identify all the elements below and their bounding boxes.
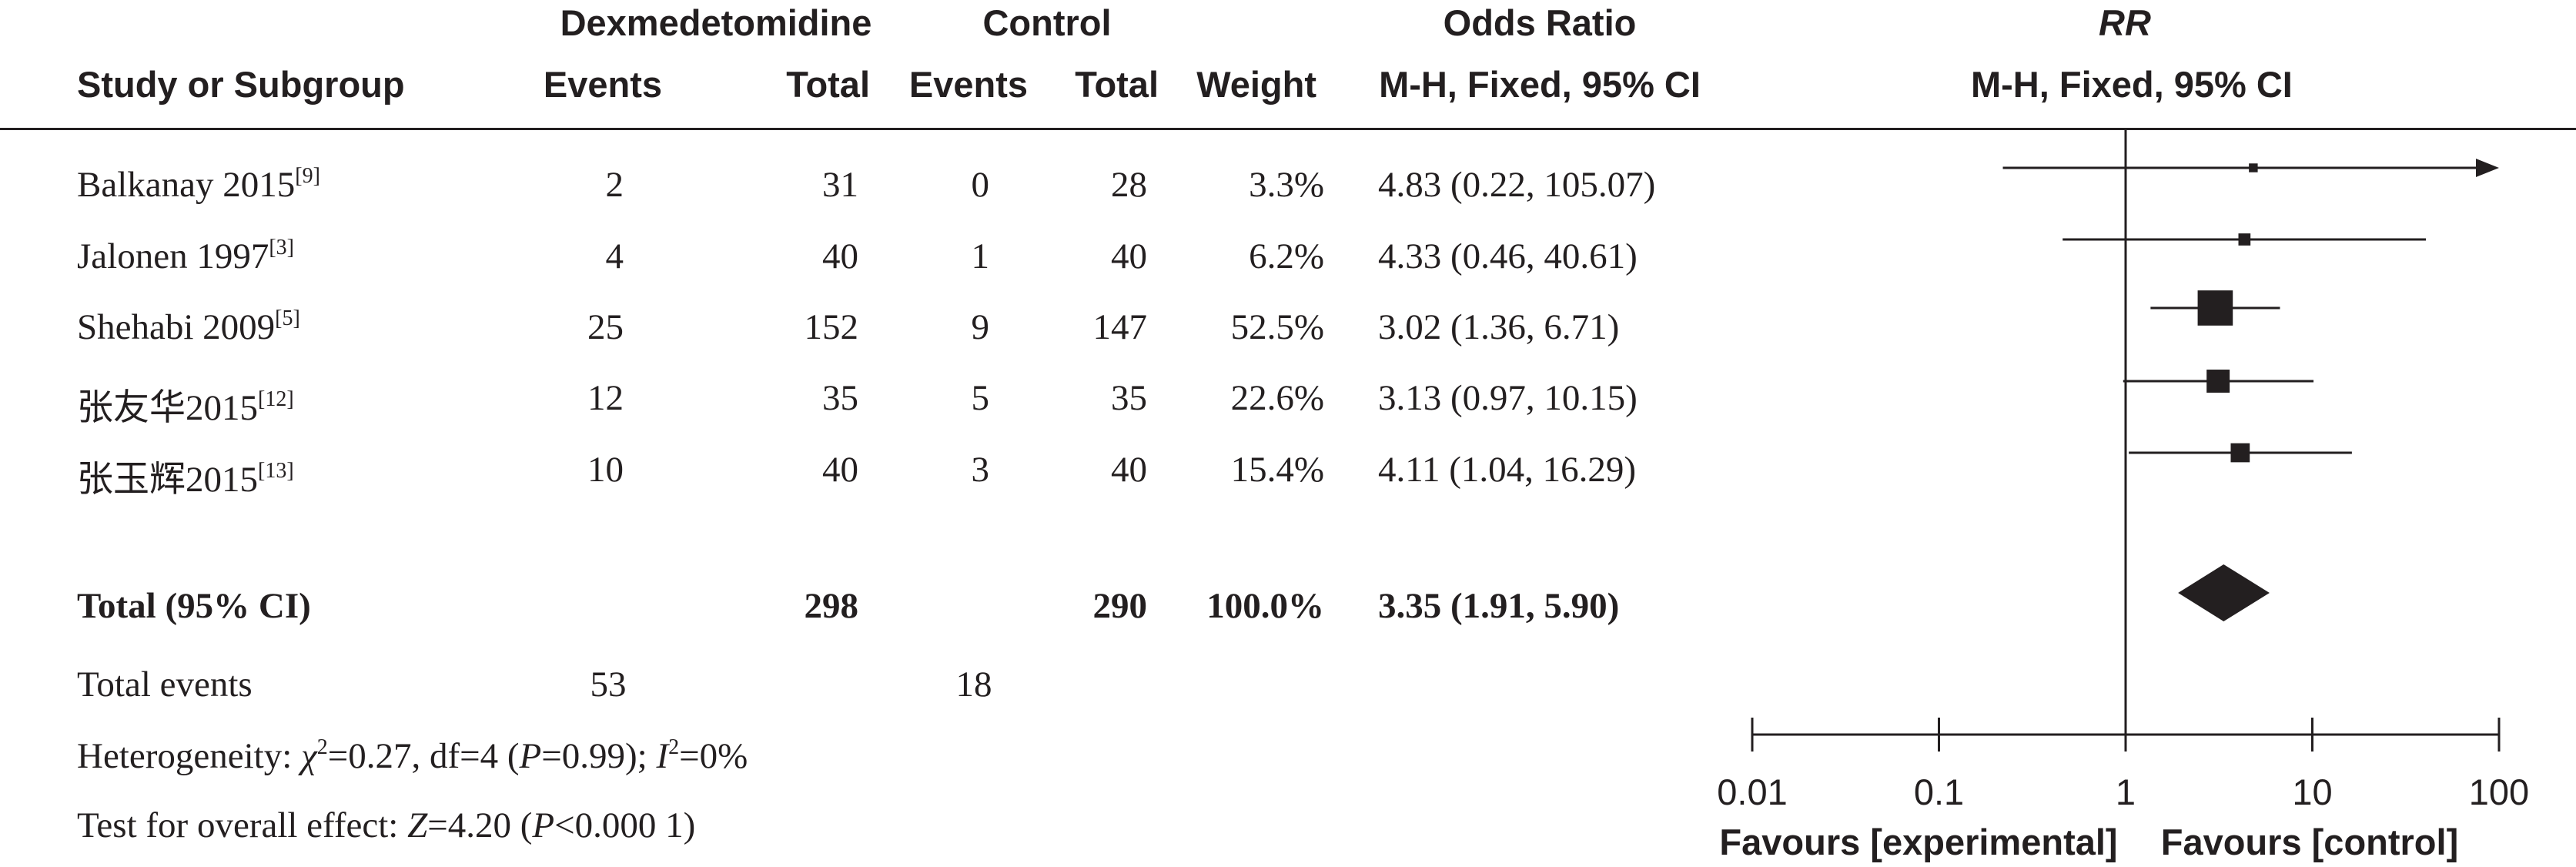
total-ctrl: 40: [1111, 450, 1147, 490]
events-exp: 4: [605, 236, 624, 276]
x-tick-label: 0.01: [1717, 772, 1787, 812]
total-ctrl: 35: [1111, 378, 1147, 418]
x-tick-label: 100: [2469, 772, 2529, 812]
weight: 6.2%: [1249, 236, 1324, 276]
ci-text: 3.02 (1.36, 6.71): [1378, 307, 1620, 347]
ci-text: 3.13 (0.97, 10.15): [1378, 378, 1638, 418]
events-ctrl: 0: [971, 165, 990, 205]
events-exp: 2: [605, 165, 624, 205]
point-estimate-square: [2197, 290, 2233, 326]
x-tick-label: 0.1: [1914, 772, 1964, 812]
ci-text: 4.11 (1.04, 16.29): [1378, 450, 1637, 490]
header-total-exp: Total: [786, 64, 870, 105]
total-exp: 298: [804, 586, 859, 626]
total-exp: 35: [822, 378, 858, 418]
x-tick-label: 10: [2292, 772, 2332, 812]
ci-text: 4.33 (0.46, 40.61): [1378, 236, 1638, 276]
header-rule: [0, 128, 2576, 130]
ci-text: 4.83 (0.22, 105.07): [1378, 165, 1656, 205]
weight: 52.5%: [1230, 307, 1324, 347]
events-exp: 12: [587, 378, 624, 418]
header-plot-name: RR: [2099, 2, 2151, 43]
total-events-ctrl: 18: [955, 664, 992, 705]
total-ctrl: 147: [1092, 307, 1148, 347]
weight: 3.3%: [1249, 165, 1324, 205]
total-exp: 40: [822, 236, 858, 276]
total-label: Total (95% CI): [77, 586, 311, 626]
point-estimate-square: [2206, 370, 2230, 393]
header-effect-name: Odds Ratio: [1443, 2, 1637, 43]
total-events-exp: 53: [590, 664, 627, 705]
header-group-experimental: Dexmedetomidine: [560, 2, 872, 43]
header-study-col: Study or Subgroup: [77, 64, 405, 105]
weight: 15.4%: [1230, 450, 1324, 490]
point-estimate-square: [2238, 233, 2251, 246]
total-ci-text: 3.35 (1.91, 5.90): [1378, 586, 1620, 626]
events-exp: 25: [587, 307, 624, 347]
overall-effect-text: Test for overall effect: Z=4.20 (P<0.000…: [77, 805, 696, 845]
favours-left-label: Favours [experimental]: [1719, 822, 2117, 862]
events-exp: 10: [587, 450, 624, 490]
total-ctrl: 290: [1092, 586, 1148, 626]
header-events-ctrl: Events: [908, 64, 1028, 105]
total-ctrl: 28: [1111, 165, 1147, 205]
header-group-control: Control: [982, 2, 1112, 43]
events-ctrl: 9: [971, 307, 990, 347]
point-estimate-square: [2249, 163, 2258, 172]
total-exp: 152: [804, 307, 859, 347]
total-weight: 100.0%: [1206, 586, 1324, 626]
total-exp: 40: [822, 450, 858, 490]
events-ctrl: 3: [971, 450, 990, 490]
study-name: Jalonen 1997[3]: [77, 236, 294, 276]
header-plot-ci: M-H, Fixed, 95% CI: [1971, 64, 2293, 105]
heterogeneity-text: Heterogeneity: χ2=0.27, df=4 (P=0.99); I…: [77, 735, 748, 776]
ci-arrow: [2476, 159, 2499, 177]
events-ctrl: 1: [971, 236, 990, 276]
study-name: Balkanay 2015[9]: [77, 164, 320, 205]
total-ctrl: 40: [1111, 236, 1147, 276]
header-total-ctrl: Total: [1075, 64, 1159, 105]
events-ctrl: 5: [971, 378, 990, 418]
total-exp: 31: [822, 165, 858, 205]
study-name: 张玉辉2015[13]: [77, 459, 294, 500]
weight: 22.6%: [1230, 378, 1324, 418]
header-ci: M-H, Fixed, 95% CI: [1379, 64, 1701, 105]
point-estimate-square: [2230, 443, 2250, 463]
x-tick-label: 1: [2116, 772, 2136, 812]
study-name: Shehabi 2009[5]: [77, 306, 300, 347]
total-events-label: Total events: [77, 664, 253, 705]
study-name: 张友华2015[12]: [77, 387, 294, 428]
summary-diamond: [2178, 564, 2270, 621]
favours-right-label: Favours [control]: [2161, 822, 2458, 862]
header-events-exp: Events: [543, 64, 662, 105]
header-weight: Weight: [1196, 64, 1316, 105]
